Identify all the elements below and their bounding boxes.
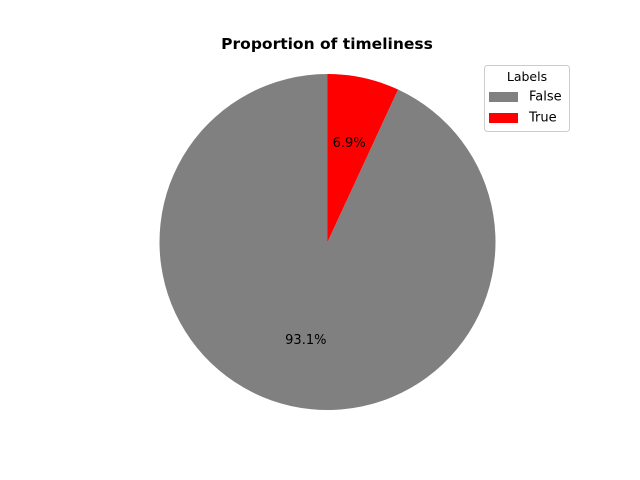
pie-percent-label-false: 93.1%: [285, 333, 326, 348]
legend-swatch-true: [489, 113, 518, 123]
pie-slices: [159, 74, 496, 410]
legend-entries: False True: [489, 90, 562, 126]
pie-percent-labels: 93.1% 6.9%: [285, 136, 366, 348]
pie-percent-label-true: 6.9%: [333, 136, 366, 151]
legend-label-false: False: [529, 90, 562, 105]
legend: Labels False True: [484, 65, 570, 132]
pie-slice-true: [327, 74, 399, 242]
chart-title: Proportion of timeliness: [221, 35, 433, 53]
legend-label-true: True: [528, 111, 557, 126]
legend-title: Labels: [507, 69, 547, 84]
legend-swatch-false: [489, 92, 518, 102]
